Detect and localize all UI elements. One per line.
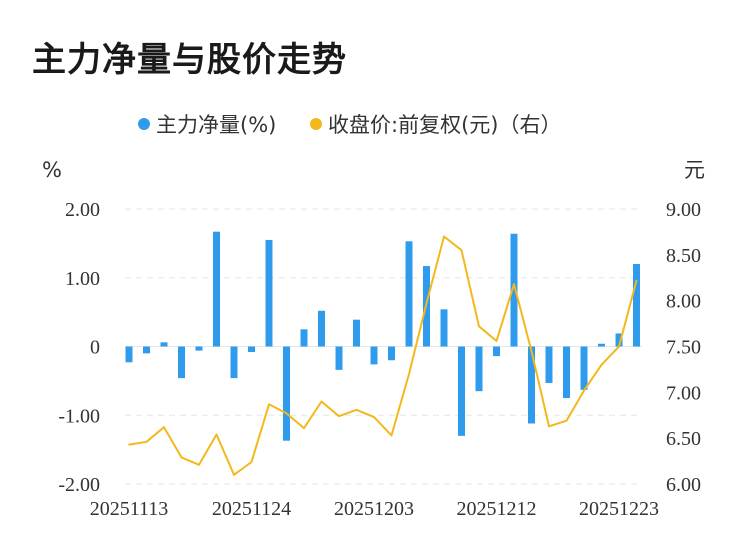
right-tick-label: 7.50 [666,337,701,359]
right-axis-ticks: 9.00 8.50 8.00 7.50 7.00 6.50 6.00 [666,199,701,496]
bar [388,346,395,361]
bar [475,346,483,392]
left-tick-label: 2.00 [65,199,100,221]
price-point [338,415,340,417]
bar [615,333,623,347]
price-point [513,283,515,285]
bar [545,346,553,383]
line-series [128,235,638,476]
price-point [320,400,323,403]
bar [300,329,308,347]
price-point [285,412,288,415]
price-line [128,235,638,476]
bar [178,346,185,379]
grid-lines [125,208,642,485]
price-point [180,456,183,459]
price-point [600,364,603,366]
price-point [390,434,393,437]
left-tick-label: 0 [90,337,100,359]
bar [143,346,150,354]
legend-marker-line [310,118,322,130]
bar [195,346,203,351]
price-point [583,389,585,392]
bar [370,346,378,365]
right-tick-label: 6.50 [666,428,701,450]
left-tick-label: -2.00 [58,474,100,496]
bar [230,346,238,379]
x-axis-labels: 20251113 20251124 20251203 20251212 20251223 [90,498,659,520]
price-point [198,463,200,466]
bar [458,346,465,436]
bar [510,233,518,347]
x-tick-label: 20251212 [457,498,537,520]
legend-label-bar: 主力净量(%) [156,113,276,137]
bar [318,310,325,347]
price-point [303,427,305,429]
left-axis-unit: % [42,158,62,182]
price-point [495,340,498,342]
bar [248,346,255,352]
price-point [145,441,148,443]
price-point [128,443,130,446]
bar [405,241,413,347]
right-tick-label: 8.50 [666,245,701,267]
price-point [565,419,568,422]
right-tick-label: 7.00 [666,382,701,404]
bar [440,309,448,347]
bar [563,346,570,399]
bar [598,343,605,347]
price-point [250,461,253,463]
price-point [268,403,270,406]
bar [213,231,220,347]
right-tick-label: 8.00 [666,291,701,313]
bar [633,264,640,347]
legend-label-line: 收盘价:前复权(元)（右） [328,113,561,137]
left-axis-ticks: 2.00 1.00 0 -1.00 -2.00 [58,199,100,496]
left-tick-label: -1.00 [58,405,100,427]
price-point [618,345,620,348]
bar [125,346,133,363]
price-point [548,425,550,428]
price-point [355,408,358,411]
price-point [215,433,218,436]
price-point [425,302,428,305]
left-tick-label: 1.00 [65,268,100,290]
legend-marker-bar [138,118,150,130]
price-point [478,325,480,328]
x-tick-label: 20251223 [579,498,659,520]
price-point [635,279,638,282]
price-point [373,416,375,418]
right-tick-label: 6.00 [666,474,701,496]
price-point [408,373,410,375]
bar [283,346,290,441]
price-point [443,235,445,238]
x-tick-label: 20251124 [212,498,291,520]
chart-title: 主力净量与股价走势 [32,40,347,80]
bar [580,346,588,390]
x-tick-label: 20251203 [334,498,414,520]
price-point [233,474,235,476]
right-tick-label: 9.00 [666,199,701,221]
bar [493,346,500,357]
price-point [163,426,165,428]
price-point [460,249,463,252]
bar [353,319,360,347]
price-point [530,350,533,352]
bar [265,239,273,347]
bar [528,346,535,424]
bar [160,342,168,347]
bar-series [125,231,640,441]
legend: 主力净量(%) 收盘价:前复权(元)（右） [138,113,561,137]
right-axis-unit: 元 [684,158,705,182]
x-tick-label: 20251113 [90,498,169,520]
bar [335,346,343,370]
